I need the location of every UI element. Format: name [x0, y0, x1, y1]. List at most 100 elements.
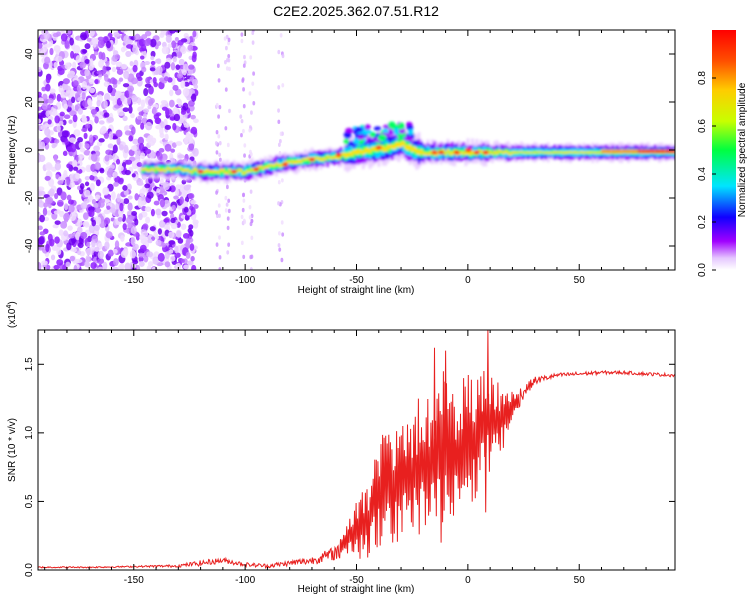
spectrogram-ridge-cell: [493, 151, 497, 157]
spectrogram-noise-cell: [239, 114, 243, 119]
spectrogram-noise-cell: [121, 63, 128, 70]
spectrogram-noise-cell: [129, 60, 134, 67]
spectrogram-ridge-cell: [346, 153, 350, 158]
spectrogram-ridge-cell: [339, 153, 343, 160]
spectrogram-ridge-cell: [250, 168, 254, 171]
spectrogram-ridge-cell: [272, 164, 276, 167]
spectrogram-ridge-cell: [397, 142, 401, 148]
spectrogram-noise-cell: [79, 61, 87, 69]
spectrogram-noise-cell: [72, 114, 78, 123]
spectrogram-noise-cell: [89, 182, 95, 192]
spectrogram-ridge-cell: [424, 152, 428, 156]
spectrogram-ridge-cell: [399, 142, 403, 148]
spectrogram-noise-cell: [97, 266, 104, 270]
spectrogram-ridge-cell: [292, 160, 296, 165]
spectrogram-noise-cell: [47, 119, 52, 125]
spectrogram-noise-cell: [280, 178, 284, 183]
spectrogram-ridge-cell: [279, 164, 283, 168]
spectrogram-noise-cell: [214, 141, 218, 146]
spectrogram-noise-cell: [240, 240, 244, 246]
spectrogram-noise-cell: [49, 238, 55, 247]
spectrogram-noise-cell: [95, 179, 101, 187]
spectrogram-noise-cell: [155, 66, 160, 75]
spectrogram-noise-cell: [138, 252, 145, 258]
spectrogram-noise-cell: [226, 225, 230, 231]
spectrogram-noise-cell: [227, 40, 230, 46]
spectrogram-noise-cell: [98, 120, 105, 125]
spectrogram-ridge-cell: [263, 163, 267, 169]
spectrogram-ridge-cell: [194, 168, 198, 171]
spectrogram-noise-cell: [138, 142, 145, 151]
spectrogram-ridge-cell: [248, 166, 252, 172]
spectrogram-noise-cell: [104, 241, 110, 250]
spectrogram-noise-cell: [180, 223, 187, 230]
spectrogram-noise-cell: [103, 217, 111, 225]
spectrogram-noise-cell: [185, 240, 191, 249]
spectrogram-noise-cell: [122, 115, 128, 122]
spectrogram-noise-cell: [89, 174, 95, 181]
spectrogram-noise-cell: [127, 222, 133, 229]
spectrogram-ridge-cell: [368, 149, 372, 154]
spectrogram-ridge-cell: [384, 142, 388, 151]
spectrogram-noise-cell: [218, 157, 222, 163]
spectrogram-hot-cell: [453, 150, 460, 155]
spectrogram-noise-cell: [280, 257, 284, 263]
spectrogram-ridge-cell: [540, 151, 543, 153]
spectrogram-hot-cell: [282, 162, 289, 167]
spectrogram-ridge-cell: [223, 167, 227, 173]
spectrogram-noise-cell: [84, 58, 90, 65]
spectrogram-noise-cell: [156, 188, 161, 194]
spectrogram-noise-cell: [122, 83, 130, 88]
spectrogram-noise-cell: [163, 199, 171, 208]
spectrogram-ridge-cell: [497, 149, 501, 153]
spectrogram-ridge-cell: [410, 147, 414, 153]
spectrogram-noise-cell: [144, 206, 152, 213]
spectrogram-hot-cell: [335, 152, 342, 157]
spectrogram-noise-cell: [53, 264, 60, 270]
spectrogram-noise-cell: [143, 254, 149, 263]
spectrogram-ridge-cell: [192, 167, 196, 171]
spectrogram-noise-cell: [132, 64, 138, 73]
spectrogram-ridge-cell: [345, 127, 354, 133]
spectrogram-noise-cell: [63, 230, 68, 237]
spectrogram-ridge-cell: [150, 165, 154, 170]
spectrogram-noise-cell: [249, 267, 253, 270]
spectrogram-noise-cell: [80, 202, 88, 210]
spectrogram-ridge-cell: [188, 166, 192, 172]
spectrogram-noise-cell: [114, 54, 121, 60]
spectrogram-noise-cell: [58, 85, 64, 93]
spectrogram-ridge-cell: [161, 168, 165, 172]
spectrogram-noise-cell: [97, 250, 104, 259]
spectrogram-noise-cell: [97, 258, 105, 265]
spectrogram-ridge-cell: [535, 151, 539, 155]
spectrogram-noise-cell: [53, 210, 60, 215]
spectrogram-noise-cell: [277, 179, 281, 185]
snr-panel: -150 -100 -50 0 50 0.0 0.5 1.0 1.5 Height of str…: [6, 301, 676, 595]
spectrogram-noise-cell: [107, 143, 114, 149]
spectrogram-noise-cell: [152, 256, 159, 265]
spectrogram-noise-cell: [104, 73, 109, 82]
spectrogram-ridge-cell: [324, 157, 327, 161]
spectrogram-noise-cell: [98, 138, 105, 143]
spectrogram-ridge-cell: [419, 149, 423, 154]
spectrogram-ridge-cell: [364, 124, 371, 131]
spectrogram-ridge-cell: [393, 144, 396, 150]
spectrogram-ridge-cell: [148, 167, 151, 173]
spectrogram-noise-cell: [192, 79, 198, 86]
spectrogram-noise-cell: [107, 84, 113, 94]
spectrogram-ridge-cell: [551, 150, 555, 154]
spectrogram-noise-cell: [88, 209, 95, 218]
spectrogram-noise-cell: [159, 178, 164, 186]
spectrogram-noise-cell: [45, 75, 51, 84]
spectrogram-noise-cell: [144, 38, 151, 47]
spectrogram-ridge-cell: [464, 148, 468, 155]
spectrogram-noise-cell: [137, 97, 142, 106]
spectrogram-noise-cell: [94, 224, 100, 232]
spectrogram-hot-cell: [308, 157, 315, 162]
spectrogram-ridge-cell: [306, 159, 310, 165]
snr-exponent-close: ): [7, 301, 18, 304]
spectrogram-noise-cell: [188, 136, 194, 144]
spectrogram-noise-cell: [63, 103, 68, 110]
spectrogram-noise-cell: [140, 99, 146, 108]
spectrogram-noise-cell: [54, 220, 61, 225]
